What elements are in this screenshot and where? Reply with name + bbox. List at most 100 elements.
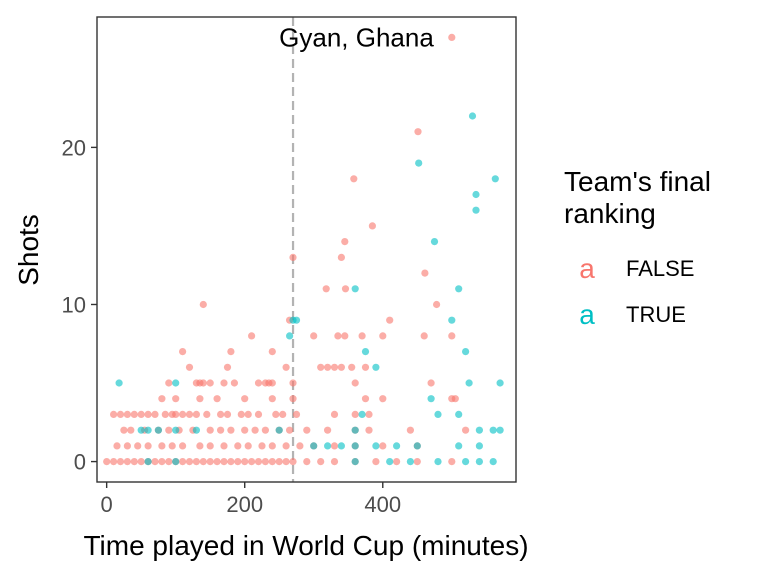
data-point-false — [427, 379, 435, 387]
data-point-false — [324, 363, 332, 371]
data-point-false — [393, 458, 401, 466]
data-point-false — [123, 458, 131, 466]
data-point-false — [330, 410, 339, 418]
data-point-false — [144, 410, 152, 418]
data-point-false — [448, 458, 456, 466]
data-point-false — [179, 410, 187, 418]
data-point-false — [251, 426, 259, 434]
data-point-true — [351, 426, 359, 434]
data-point-true — [462, 348, 470, 356]
data-point-true — [137, 426, 145, 434]
data-point-true — [361, 348, 370, 356]
data-point-true — [472, 190, 480, 199]
data-point-false — [268, 348, 276, 356]
data-point-false — [368, 222, 376, 230]
data-point-false — [192, 458, 200, 466]
data-point-false — [217, 410, 225, 418]
data-point-false — [348, 363, 356, 371]
data-point-false — [268, 458, 276, 466]
data-point-false — [289, 395, 297, 403]
data-point-false — [296, 442, 304, 450]
data-point-false — [213, 395, 221, 403]
data-point-true — [475, 426, 483, 434]
data-point-false — [237, 410, 245, 418]
data-point-false — [130, 458, 138, 466]
data-point-false — [351, 379, 359, 387]
y-tick-label: 20 — [62, 135, 86, 160]
data-point-false — [303, 458, 311, 466]
data-point-false — [241, 395, 249, 403]
data-point-false — [365, 426, 373, 434]
data-point-true — [324, 442, 332, 450]
data-point-false — [244, 410, 252, 418]
data-point-false — [282, 458, 290, 466]
data-point-false — [220, 379, 228, 387]
data-point-false — [448, 332, 456, 340]
data-point-false — [310, 332, 318, 340]
data-point-false — [361, 363, 370, 371]
data-point-false — [337, 253, 345, 261]
data-point-false — [199, 300, 207, 309]
data-point-false — [248, 458, 256, 466]
data-point-false — [227, 348, 235, 356]
data-point-false — [254, 410, 263, 418]
data-point-false — [185, 363, 194, 371]
data-point-true — [144, 458, 152, 466]
data-point-false — [258, 442, 266, 450]
data-point-false — [185, 410, 194, 418]
data-point-false — [289, 458, 297, 466]
data-point-true — [172, 379, 180, 387]
data-point-false — [151, 410, 159, 418]
data-point-false — [341, 332, 349, 340]
data-point-false — [413, 458, 421, 466]
data-point-true — [427, 395, 435, 403]
data-point-true — [455, 442, 463, 450]
data-point-true — [496, 426, 504, 434]
data-point-false — [196, 395, 204, 403]
data-point-false — [330, 442, 339, 450]
data-point-false — [365, 410, 373, 418]
data-point-false — [123, 410, 131, 418]
data-point-false — [206, 442, 214, 450]
data-point-false — [137, 410, 145, 418]
data-point-false — [275, 458, 283, 466]
data-point-false — [462, 426, 470, 434]
x-tick-label: 400 — [364, 492, 401, 517]
x-axis-label: Time played in World Cup (minutes) — [83, 530, 528, 561]
data-point-false — [172, 395, 180, 403]
data-point-false — [223, 410, 232, 418]
panel-border — [96, 16, 517, 483]
data-point-true — [475, 442, 483, 450]
data-point-false — [234, 442, 242, 450]
legend-title: Team's final — [564, 166, 711, 197]
data-point-false — [196, 442, 204, 450]
data-point-false — [317, 363, 325, 371]
data-point-true — [275, 426, 283, 434]
data-point-false — [244, 442, 252, 450]
x-tick-label: 0 — [101, 492, 113, 517]
data-point-false — [158, 442, 166, 450]
data-point-true — [434, 458, 442, 466]
data-point-true — [496, 379, 504, 387]
data-point-false — [351, 410, 359, 418]
data-point-true — [172, 458, 180, 466]
data-point-false — [110, 410, 118, 418]
data-point-true — [468, 112, 477, 120]
data-point-false — [185, 458, 194, 466]
data-point-true — [448, 316, 456, 324]
data-point-false — [234, 458, 242, 466]
plot-panel — [97, 17, 516, 482]
data-point-true — [115, 379, 123, 387]
data-point-false — [206, 426, 214, 434]
data-point-false — [289, 253, 297, 261]
data-point-false — [337, 363, 345, 371]
data-point-false — [227, 426, 235, 434]
data-point-false — [282, 363, 290, 371]
data-point-true — [386, 458, 394, 466]
legend-key-glyph: a — [579, 253, 595, 284]
data-point-true — [465, 379, 473, 387]
data-point-true — [172, 426, 180, 434]
data-point-true — [455, 410, 463, 418]
data-point-false — [254, 379, 263, 387]
data-point-false — [206, 379, 214, 387]
